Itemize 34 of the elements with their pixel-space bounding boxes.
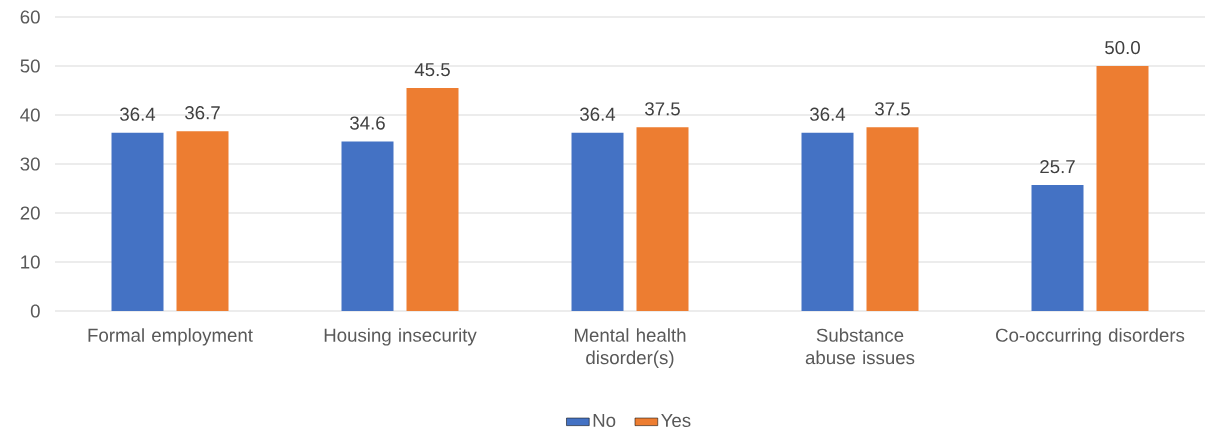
y-tick-label: 20 bbox=[20, 206, 40, 220]
bar bbox=[341, 141, 394, 311]
data-label: 34.6 bbox=[350, 116, 385, 130]
data-label: 36.4 bbox=[580, 107, 616, 121]
data-label: 25.7 bbox=[1040, 160, 1075, 174]
y-tick-label: 50 bbox=[20, 59, 40, 73]
bar bbox=[866, 127, 919, 311]
bar bbox=[1096, 66, 1149, 311]
bar bbox=[636, 127, 689, 311]
y-tick-label: 60 bbox=[20, 10, 40, 24]
legend-label: No bbox=[593, 414, 616, 428]
y-tick-label: 40 bbox=[20, 108, 40, 122]
x-tick-label: Co-occurring disorders bbox=[996, 328, 1185, 346]
x-tick-label: Mental health disorder(s) bbox=[574, 328, 686, 368]
x-tick-label: Formal employment bbox=[88, 328, 253, 346]
y-tick-label: 0 bbox=[30, 304, 40, 318]
data-label: 36.4 bbox=[810, 107, 846, 121]
bar bbox=[406, 88, 459, 311]
x-tick-label: Substance abuse issues bbox=[805, 328, 915, 365]
data-label: 37.5 bbox=[875, 102, 910, 116]
bar bbox=[176, 131, 229, 311]
bar bbox=[571, 132, 624, 311]
data-label: 50.0 bbox=[1105, 40, 1140, 55]
data-label: 36.7 bbox=[185, 106, 220, 120]
data-label: 37.5 bbox=[645, 102, 680, 116]
bar bbox=[801, 132, 854, 311]
y-tick-label: 10 bbox=[21, 255, 40, 269]
data-label: 36.4 bbox=[120, 107, 156, 121]
data-label: 45.5 bbox=[414, 63, 450, 77]
x-tick-label: Housing insecurity bbox=[324, 328, 477, 346]
y-tick-label: 30 bbox=[20, 157, 40, 171]
legend-label: Yes bbox=[661, 414, 691, 428]
bar bbox=[111, 132, 164, 311]
bar bbox=[1031, 185, 1084, 311]
